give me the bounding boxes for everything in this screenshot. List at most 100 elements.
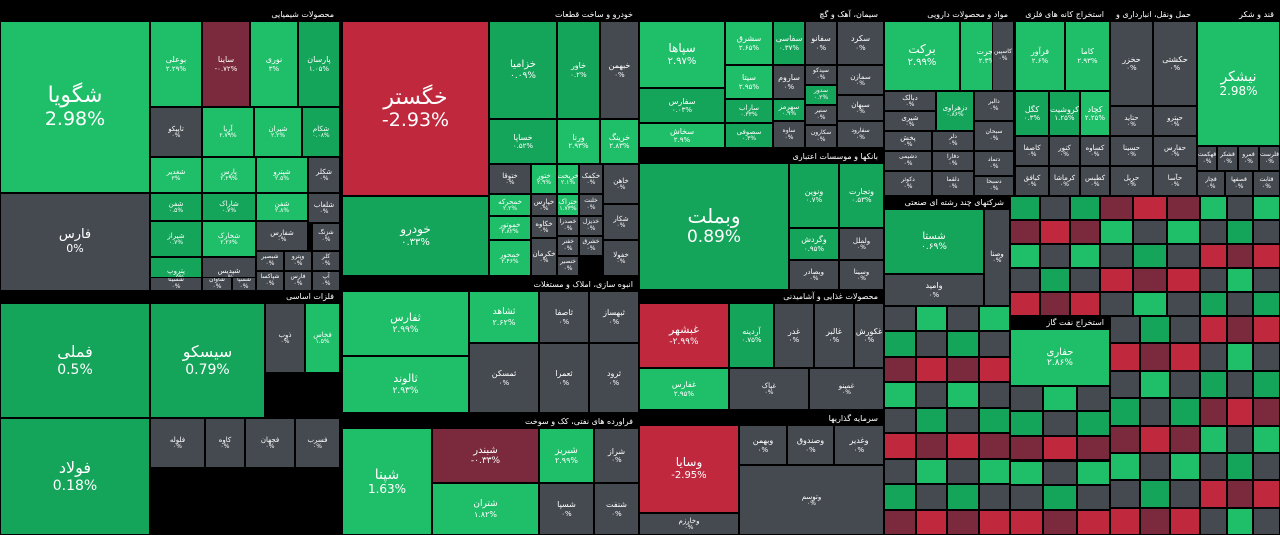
stock-tile[interactable]: سبحان ۰% <box>974 121 1014 151</box>
stock-tile[interactable]: فخاس ۱.۵% <box>305 303 340 373</box>
stock-tile[interactable]: حفاری ۲.۸۶% <box>1010 329 1110 386</box>
stock-tile[interactable]: خزامیا ۰.۰۹% <box>489 21 557 119</box>
stock-tile[interactable]: شستا ۰.۶۹% <box>884 209 984 274</box>
stock-tile[interactable]: آپ ۰% <box>312 271 340 291</box>
stock-tile[interactable]: وصندوق ۰% <box>787 425 834 465</box>
stock-tile[interactable]: خکمک ۰% <box>579 164 603 194</box>
stock-tile[interactable]: فارس 0% <box>0 193 150 291</box>
stock-tile[interactable]: سشرق ۲.۶۵% <box>725 21 773 65</box>
stock-tile[interactable]: خمحور ۲.۴۶% <box>489 240 531 276</box>
stock-tile[interactable]: خدیزل ۰% <box>579 216 603 236</box>
stock-tile[interactable]: دزهراوی ۰.۸۶% <box>936 91 974 131</box>
stock-tile[interactable]: سنیر ۰% <box>805 105 837 125</box>
stock-tile[interactable]: شفن ۰.۵% <box>150 193 202 221</box>
stock-tile[interactable]: شپنا 1.63% <box>342 428 432 535</box>
stock-tile[interactable]: ولملل ۰% <box>839 228 884 260</box>
stock-tile[interactable]: وپترو ۰% <box>284 251 312 271</box>
stock-tile[interactable]: حخزر ۰% <box>1110 21 1153 106</box>
stock-tile[interactable]: خاهن ۰% <box>603 164 639 204</box>
stock-tile[interactable]: کلر ۰% <box>312 251 340 271</box>
stock-tile[interactable]: وامید ۰% <box>884 274 984 306</box>
stock-tile[interactable]: کاوه ۰% <box>205 418 245 468</box>
stock-tile[interactable]: ثمسکن ۰% <box>469 343 539 413</box>
stock-tile[interactable]: دالبر ۰% <box>974 91 1014 121</box>
stock-tile[interactable]: وبصادر ۰% <box>789 260 839 290</box>
stock-tile[interactable]: غدر ۰% <box>774 303 814 368</box>
stock-tile[interactable]: قهکمت ۰% <box>1197 146 1217 171</box>
stock-tile[interactable]: پارس ۲.۲۹% <box>202 157 256 193</box>
stock-tile[interactable]: وتوسم ۰% <box>739 465 884 535</box>
stock-tile[interactable]: دشیمی ۰% <box>884 151 932 171</box>
stock-tile[interactable]: ختور ۲.۹% <box>531 164 557 194</box>
stock-tile[interactable]: شبریز ۲.۹۹% <box>539 428 594 483</box>
stock-tile[interactable]: خودرو ۰.۳۳% <box>342 196 489 276</box>
stock-tile[interactable]: ثاصفا ۰% <box>539 291 589 343</box>
stock-tile[interactable]: وبهمن ۰% <box>739 425 787 465</box>
stock-tile[interactable]: وسایا -2.95% <box>639 425 739 513</box>
stock-tile[interactable]: خاور ۰.۲% <box>557 21 600 119</box>
stock-tile[interactable]: نیشکر 2.98% <box>1197 21 1280 146</box>
stock-tile[interactable]: ساوه ۰% <box>773 121 805 148</box>
stock-tile[interactable]: ثبهساز ۰% <box>589 291 639 343</box>
stock-tile[interactable]: ثالوند ۲.۹۳% <box>342 356 469 413</box>
stock-tile[interactable]: ساروم ۰% <box>773 65 805 99</box>
stock-tile[interactable]: حآسا ۰% <box>1153 166 1197 196</box>
stock-tile[interactable]: شبصیر ۰% <box>256 251 284 271</box>
stock-tile[interactable]: سهرمز ۰.۹% <box>773 99 805 121</box>
stock-tile[interactable]: شزنگ ۰% <box>312 223 340 251</box>
stock-tile[interactable]: کگل ۰.۳% <box>1015 91 1049 136</box>
stock-tile[interactable]: شپترو ۲.۵% <box>256 157 308 193</box>
stock-tile[interactable]: سکرد ۰% <box>837 21 884 65</box>
stock-tile[interactable]: خفولا ۰% <box>603 240 639 276</box>
stock-tile[interactable]: دفارا ۰% <box>932 151 974 171</box>
stock-tile[interactable]: کطبس ۰% <box>1080 166 1110 196</box>
stock-tile[interactable]: غکورش ۰% <box>854 303 884 368</box>
stock-tile[interactable]: ختوقا ۰% <box>489 164 531 194</box>
stock-tile[interactable]: شیری ۰% <box>884 111 936 131</box>
stock-tile[interactable]: سمازن ۰% <box>837 65 884 95</box>
stock-tile[interactable]: وغدیر ۰% <box>834 425 884 465</box>
stock-tile[interactable]: فولاد 0.18% <box>0 418 150 535</box>
stock-tile[interactable]: تاپیکو ۰% <box>150 107 202 157</box>
stock-tile[interactable]: خریخت ۲.۱% <box>557 164 579 194</box>
stock-tile[interactable]: خنصیر ۰% <box>557 256 579 276</box>
stock-tile[interactable]: خصدرا ۰% <box>557 216 579 236</box>
stock-tile[interactable]: دکوثر ۰% <box>884 171 932 196</box>
stock-tile[interactable]: شاوان ۰% <box>202 277 232 291</box>
stock-tile[interactable]: آریا ۲.۷۹% <box>202 107 254 157</box>
stock-tile[interactable]: خکاوه ۰% <box>531 216 557 238</box>
stock-tile[interactable]: ثعمرا ۰% <box>539 343 589 413</box>
stock-tile[interactable]: سصوفی ۰.۳% <box>725 123 773 148</box>
stock-tile[interactable]: وگردش ۰.۹۵% <box>789 228 839 260</box>
stock-tile[interactable]: شبندر -۰.۳۳% <box>432 428 539 483</box>
stock-tile[interactable]: خموتور ۲.۸۲% <box>489 216 531 240</box>
stock-tile[interactable]: ختراک ۱.۷۳% <box>557 194 579 216</box>
stock-tile[interactable]: فلوله ۰% <box>150 418 205 468</box>
stock-tile[interactable]: غالبر ۰% <box>814 303 854 368</box>
stock-tile[interactable]: دتماد ۰% <box>974 151 1014 176</box>
stock-tile[interactable]: فجهان ۰% <box>245 418 295 468</box>
stock-tile[interactable]: فسرب ۰% <box>295 418 340 468</box>
stock-tile[interactable]: ثفارس ۲.۹۹% <box>342 291 469 356</box>
stock-tile[interactable]: خمحرکه ۲.۲% <box>489 194 531 216</box>
stock-tile[interactable]: حتاید ۰% <box>1110 106 1153 136</box>
stock-tile[interactable]: سخاش ۲.۹% <box>639 123 725 148</box>
stock-tile[interactable]: شگویا 2.98% <box>0 21 150 193</box>
stock-tile[interactable]: شخارک ۲.۲۶% <box>202 221 256 257</box>
stock-tile[interactable]: پارسان ۱.۰۵% <box>298 21 340 107</box>
stock-tile[interactable]: قثابت ۰% <box>1253 171 1280 196</box>
stock-tile[interactable]: سفانو ۰% <box>805 21 837 65</box>
stock-tile[interactable]: وسینا ۰% <box>839 260 884 290</box>
stock-tile[interactable]: ثرود ۰% <box>589 343 639 413</box>
stock-tile[interactable]: خساپا ۰.۵۲% <box>489 119 557 164</box>
stock-tile[interactable]: غفارس ۲.۹۵% <box>639 368 729 410</box>
stock-tile[interactable]: ثشاهد ۲.۶۲% <box>469 291 539 343</box>
stock-tile[interactable]: قمرو ۰% <box>1238 146 1259 171</box>
stock-tile[interactable]: شاراک ۰.۷% <box>202 193 256 221</box>
stock-tile[interactable]: شفارس ۰% <box>256 221 308 251</box>
stock-tile[interactable]: ورنا ۲.۹۳% <box>557 119 600 164</box>
stock-tile[interactable]: قچار ۰% <box>1197 171 1225 196</box>
stock-tile[interactable]: غبشهر -۲.۹۹% <box>639 303 729 368</box>
stock-tile[interactable]: کروشیت ۱.۲۵% <box>1049 91 1080 136</box>
stock-tile[interactable]: شکار ۰% <box>603 204 639 240</box>
